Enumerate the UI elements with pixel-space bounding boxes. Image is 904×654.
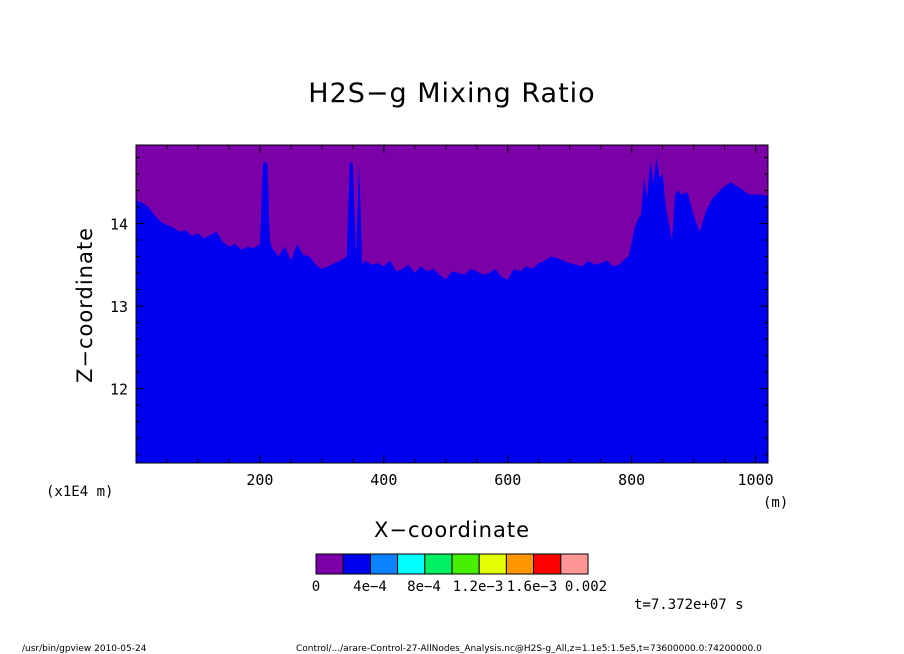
y-axis: 12 13 14 bbox=[110, 156, 768, 456]
lower-region bbox=[136, 157, 768, 463]
footer-right: Control/.../arare-Control-27-AllNodes_An… bbox=[296, 644, 762, 654]
colorbar-label: 1.2e−3 bbox=[453, 579, 504, 595]
x-tick-label: 400 bbox=[370, 471, 397, 489]
colorbar-label: 8e−4 bbox=[407, 579, 441, 595]
colorbar-swatch bbox=[342, 553, 371, 575]
footer-left: /usr/bin/gpview 2010-05-24 bbox=[22, 644, 147, 654]
colorbar-swatch bbox=[451, 553, 480, 575]
x-tick-label: 200 bbox=[246, 471, 273, 489]
x-tick-label: 1000 bbox=[738, 471, 774, 489]
x-unit-label: (m) bbox=[763, 495, 788, 511]
colorbar-label: 0.002 bbox=[565, 579, 607, 595]
colorbar: 0 4e−4 8e−4 1.2e−3 1.6e−3 0.002 bbox=[312, 553, 607, 595]
plot-frame bbox=[135, 144, 769, 464]
chart-title: H2S−g Mixing Ratio bbox=[308, 78, 595, 109]
colorbar-swatch bbox=[533, 553, 562, 575]
y-tick-label: 13 bbox=[110, 298, 128, 316]
y-tick-label: 14 bbox=[110, 215, 128, 233]
colorbar-label: 1.6e−3 bbox=[507, 579, 558, 595]
x-axis-label: X−coordinate bbox=[374, 518, 530, 542]
plot-area bbox=[135, 144, 769, 464]
colorbar-swatch bbox=[478, 553, 507, 575]
y-axis-label: Z−coordinate bbox=[73, 227, 97, 383]
colorbar-swatch bbox=[560, 553, 589, 575]
x-axis: 200 400 600 800 1000 bbox=[166, 145, 774, 489]
x-tick-label: 600 bbox=[494, 471, 521, 489]
colorbar-swatch bbox=[315, 553, 344, 575]
y-tick-label: 12 bbox=[110, 381, 128, 399]
y-unit-label: (x1E4 m) bbox=[46, 484, 113, 500]
colorbar-swatch bbox=[424, 553, 453, 575]
colorbar-swatch bbox=[369, 553, 399, 575]
colorbar-swatch bbox=[397, 553, 426, 575]
time-label: t=7.372e+07 s bbox=[634, 597, 744, 613]
colorbar-label: 4e−4 bbox=[353, 579, 387, 595]
colorbar-swatch bbox=[505, 553, 535, 575]
x-tick-label: 800 bbox=[618, 471, 645, 489]
colorbar-label: 0 bbox=[312, 579, 320, 595]
